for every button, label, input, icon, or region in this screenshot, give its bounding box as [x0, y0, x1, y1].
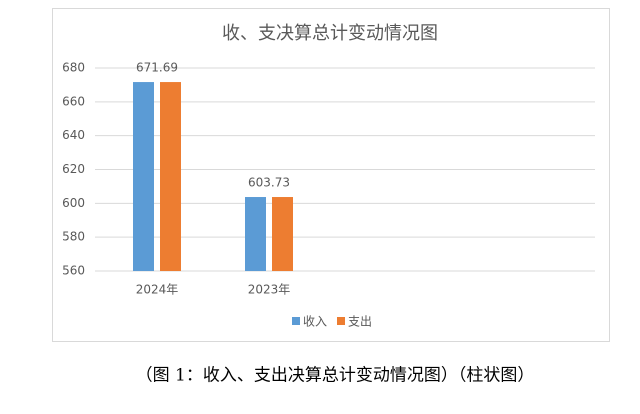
chart-title: 收、支决算总计变动情况图: [222, 23, 438, 44]
y-tick-label: 600: [62, 196, 85, 210]
bar: [272, 197, 293, 271]
y-tick-label: 620: [62, 162, 85, 176]
legend-swatch: [337, 317, 345, 325]
bar: [133, 82, 154, 272]
caption: （图 1：收入、支出决算总计变动情况图）（柱状图）: [136, 366, 535, 386]
data-label: 671.69: [136, 61, 178, 75]
y-tick-label: 640: [62, 128, 85, 142]
legend-label: 收入: [303, 315, 327, 329]
bar: [160, 82, 181, 272]
y-tick-label: 660: [62, 94, 85, 108]
legend-swatch: [292, 317, 300, 325]
y-tick-label: 560: [62, 264, 85, 278]
x-tick-label: 2023年: [248, 283, 291, 297]
x-tick-label: 2024年: [136, 283, 179, 297]
y-tick-label: 680: [62, 61, 85, 75]
data-label: 603.73: [248, 176, 290, 190]
bar: [245, 197, 266, 271]
y-tick-label: 580: [62, 230, 85, 244]
legend-label: 支出: [348, 315, 372, 329]
